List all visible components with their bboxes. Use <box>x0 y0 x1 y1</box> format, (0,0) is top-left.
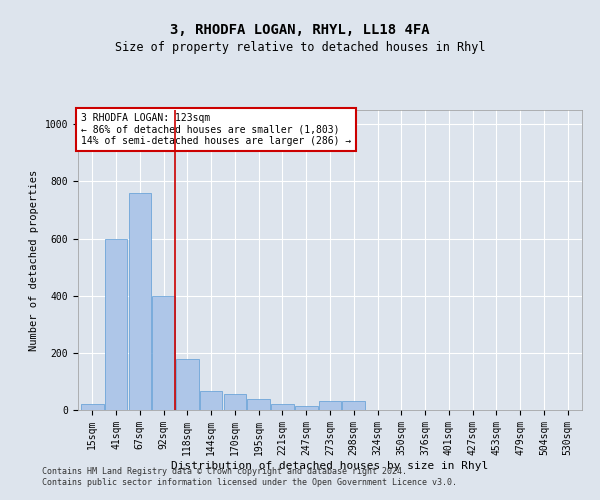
Bar <box>176 358 199 410</box>
Bar <box>271 404 294 410</box>
Bar <box>343 402 365 410</box>
Text: Size of property relative to detached houses in Rhyl: Size of property relative to detached ho… <box>115 41 485 54</box>
Bar <box>128 193 151 410</box>
Text: Contains HM Land Registry data © Crown copyright and database right 2024.
Contai: Contains HM Land Registry data © Crown c… <box>42 468 457 487</box>
Bar <box>152 296 175 410</box>
Bar <box>295 406 317 410</box>
Bar <box>319 402 341 410</box>
Y-axis label: Number of detached properties: Number of detached properties <box>29 170 39 350</box>
X-axis label: Distribution of detached houses by size in Rhyl: Distribution of detached houses by size … <box>172 460 488 470</box>
Bar <box>247 398 270 410</box>
Bar <box>224 394 246 410</box>
Bar <box>81 404 104 410</box>
Bar <box>200 392 223 410</box>
Bar <box>105 238 127 410</box>
Text: 3 RHODFA LOGAN: 123sqm
← 86% of detached houses are smaller (1,803)
14% of semi-: 3 RHODFA LOGAN: 123sqm ← 86% of detached… <box>80 113 351 146</box>
Text: 3, RHODFA LOGAN, RHYL, LL18 4FA: 3, RHODFA LOGAN, RHYL, LL18 4FA <box>170 22 430 36</box>
